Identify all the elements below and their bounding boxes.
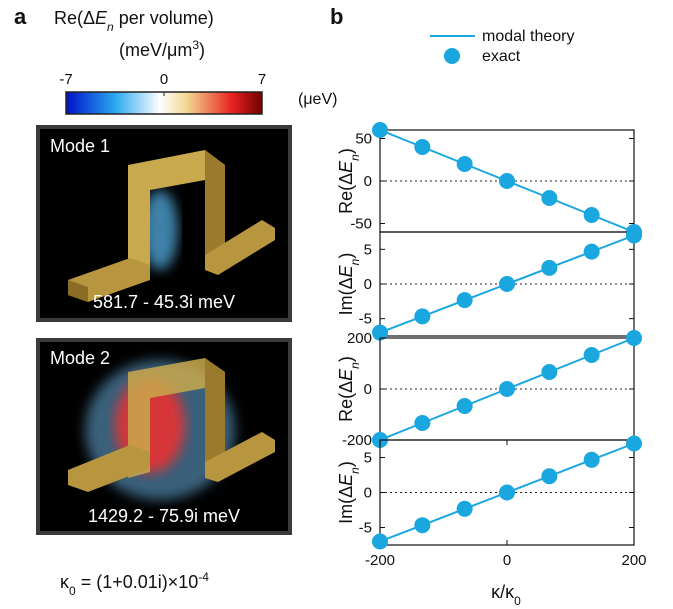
unit-label: (μeV) xyxy=(298,91,337,108)
y-tick-label: 5 xyxy=(364,450,372,467)
panel-label: a xyxy=(14,4,27,29)
y-axis-label: Im(ΔEn) xyxy=(336,253,362,316)
title-part: E xyxy=(95,8,108,28)
ylabel-part: Re(Δ xyxy=(336,173,356,214)
exact-point xyxy=(626,435,642,452)
exact-point xyxy=(414,308,431,325)
exact-point xyxy=(414,414,431,431)
y-tick-label: -200 xyxy=(342,432,372,449)
footnote-part: = (1+0.01i)×10 xyxy=(76,572,199,592)
ylabel-part: n xyxy=(348,467,362,474)
exact-point xyxy=(499,381,515,397)
x-axis-label: κ/κ0 xyxy=(491,582,521,608)
footnote-part: 0 xyxy=(69,584,76,598)
y-axis-label: Re(ΔEn) xyxy=(336,148,362,214)
y-axis-label: Re(ΔEn) xyxy=(336,356,362,422)
y-tick-label: 50 xyxy=(355,131,372,148)
ylabel-part: E xyxy=(336,160,356,173)
mode-name: Mode 2 xyxy=(50,348,110,368)
y-axis-label: Im(ΔEn) xyxy=(336,461,362,524)
colorbar-tick-label: 7 xyxy=(258,71,266,88)
unit-part: 3 xyxy=(192,38,199,52)
exact-point xyxy=(583,243,600,260)
title-part: Re(Δ xyxy=(54,8,95,28)
legend-label: exact xyxy=(482,48,521,65)
ylabel-part: E xyxy=(336,473,356,486)
ylabel-part: n xyxy=(348,258,362,265)
y-tick-label: 0 xyxy=(364,276,372,293)
exact-point xyxy=(372,324,388,341)
unit-part: ) xyxy=(199,40,205,60)
footnote: κ0 = (1+0.01i)×10-4 xyxy=(60,570,209,598)
ylabel-part: E xyxy=(336,368,356,381)
xlabel-part: κ/κ xyxy=(491,582,515,602)
mode-energy: 581.7 - 45.3i meV xyxy=(93,292,235,312)
ylabel-part: Im(Δ xyxy=(336,277,356,315)
colorbar-unit: (meV/μm3) xyxy=(119,38,205,60)
gold-structure xyxy=(68,358,275,500)
y-tick-label: -5 xyxy=(359,311,372,328)
exact-point xyxy=(414,517,431,534)
exact-point xyxy=(626,227,642,244)
gold-structure xyxy=(68,150,275,302)
ylabel-part: ) xyxy=(336,148,356,154)
title-part: n xyxy=(107,20,114,34)
exact-point xyxy=(499,484,515,501)
exact-point xyxy=(372,533,388,550)
ylabel-part: n xyxy=(348,362,362,369)
x-tick-label: 0 xyxy=(503,552,511,569)
exact-point xyxy=(456,500,473,517)
mode-energy: 1429.2 - 75.9i meV xyxy=(88,506,240,526)
x-tick-label: 200 xyxy=(621,552,646,569)
ylabel-part: ) xyxy=(336,461,356,467)
ylabel-part: Re(Δ xyxy=(336,381,356,422)
exact-point xyxy=(372,122,388,138)
footnote-part: -4 xyxy=(198,570,209,584)
y-tick-label: 200 xyxy=(347,330,372,347)
exact-point xyxy=(541,468,558,485)
y-tick-label: 0 xyxy=(364,173,372,190)
exact-point xyxy=(583,347,600,364)
y-tick-label: 0 xyxy=(364,381,372,398)
exact-point xyxy=(626,330,642,346)
ylabel-part: n xyxy=(348,154,362,161)
ylabel-part: E xyxy=(336,264,356,277)
footnote-part: κ xyxy=(60,572,70,592)
exact-point xyxy=(583,207,600,223)
ylabel-part: ) xyxy=(336,253,356,259)
exact-point xyxy=(541,190,558,206)
exact-point xyxy=(456,156,473,172)
panel-label: b xyxy=(330,4,343,29)
colorbar-tick-label: -7 xyxy=(59,71,72,88)
y-tick-label: -5 xyxy=(359,520,372,537)
exact-point xyxy=(541,259,558,276)
exact-point xyxy=(456,292,473,309)
legend-label: modal theory xyxy=(482,28,575,45)
legend-marker xyxy=(444,48,460,64)
y-tick-label: 0 xyxy=(364,485,372,502)
unit-part: (meV/μm xyxy=(119,40,192,60)
exact-point xyxy=(499,173,515,189)
ylabel-part: ) xyxy=(336,356,356,362)
y-tick-label: -50 xyxy=(350,216,372,233)
exact-point xyxy=(583,451,600,468)
colorbar-title: Re(ΔEn per volume) xyxy=(54,8,214,34)
exact-point xyxy=(456,398,473,415)
title-part: per volume) xyxy=(114,8,214,28)
y-tick-label: 5 xyxy=(364,241,372,258)
exact-point xyxy=(499,276,515,292)
colorbar-tick-label: 0 xyxy=(160,71,168,88)
exact-point xyxy=(541,363,558,380)
xlabel-part: 0 xyxy=(514,594,521,608)
x-tick-label: -200 xyxy=(365,552,395,569)
mode-name: Mode 1 xyxy=(50,136,110,156)
ylabel-part: Im(Δ xyxy=(336,486,356,524)
exact-point xyxy=(414,139,431,155)
